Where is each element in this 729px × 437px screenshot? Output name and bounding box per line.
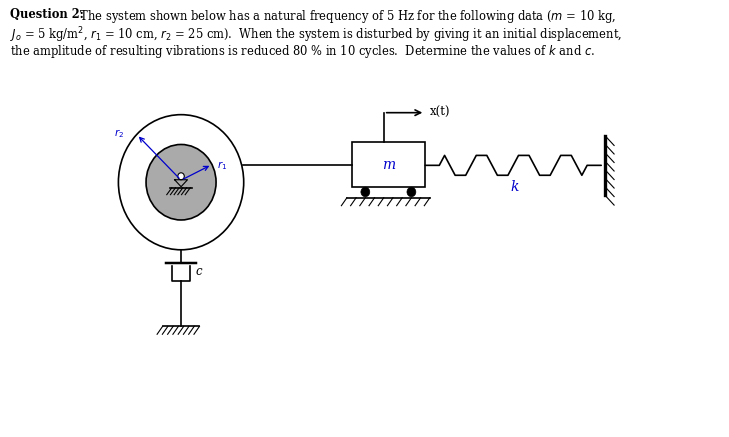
Text: the amplitude of resulting vibrations is reduced 80 % in 10 cycles.  Determine t: the amplitude of resulting vibrations is… [10, 43, 595, 59]
Circle shape [178, 173, 184, 180]
Text: $r_1$: $r_1$ [217, 159, 227, 172]
Text: k: k [511, 180, 519, 194]
Text: Question 2:: Question 2: [10, 8, 84, 21]
Text: c: c [196, 265, 203, 278]
Circle shape [361, 187, 370, 197]
Text: $r_2$: $r_2$ [114, 127, 124, 140]
Text: m: m [382, 158, 395, 172]
Text: $J_o$ = 5 kg/m$^2$, $r_1$ = 10 cm, $r_2$ = 25 cm).  When the system is disturbed: $J_o$ = 5 kg/m$^2$, $r_1$ = 10 cm, $r_2$… [10, 25, 623, 45]
Circle shape [407, 187, 416, 197]
Text: The system shown below has a natural frequency of 5 Hz for the following data ($: The system shown below has a natural fre… [76, 8, 616, 25]
Bar [351, 142, 425, 187]
Text: x(t): x(t) [430, 106, 451, 119]
Circle shape [146, 145, 216, 220]
